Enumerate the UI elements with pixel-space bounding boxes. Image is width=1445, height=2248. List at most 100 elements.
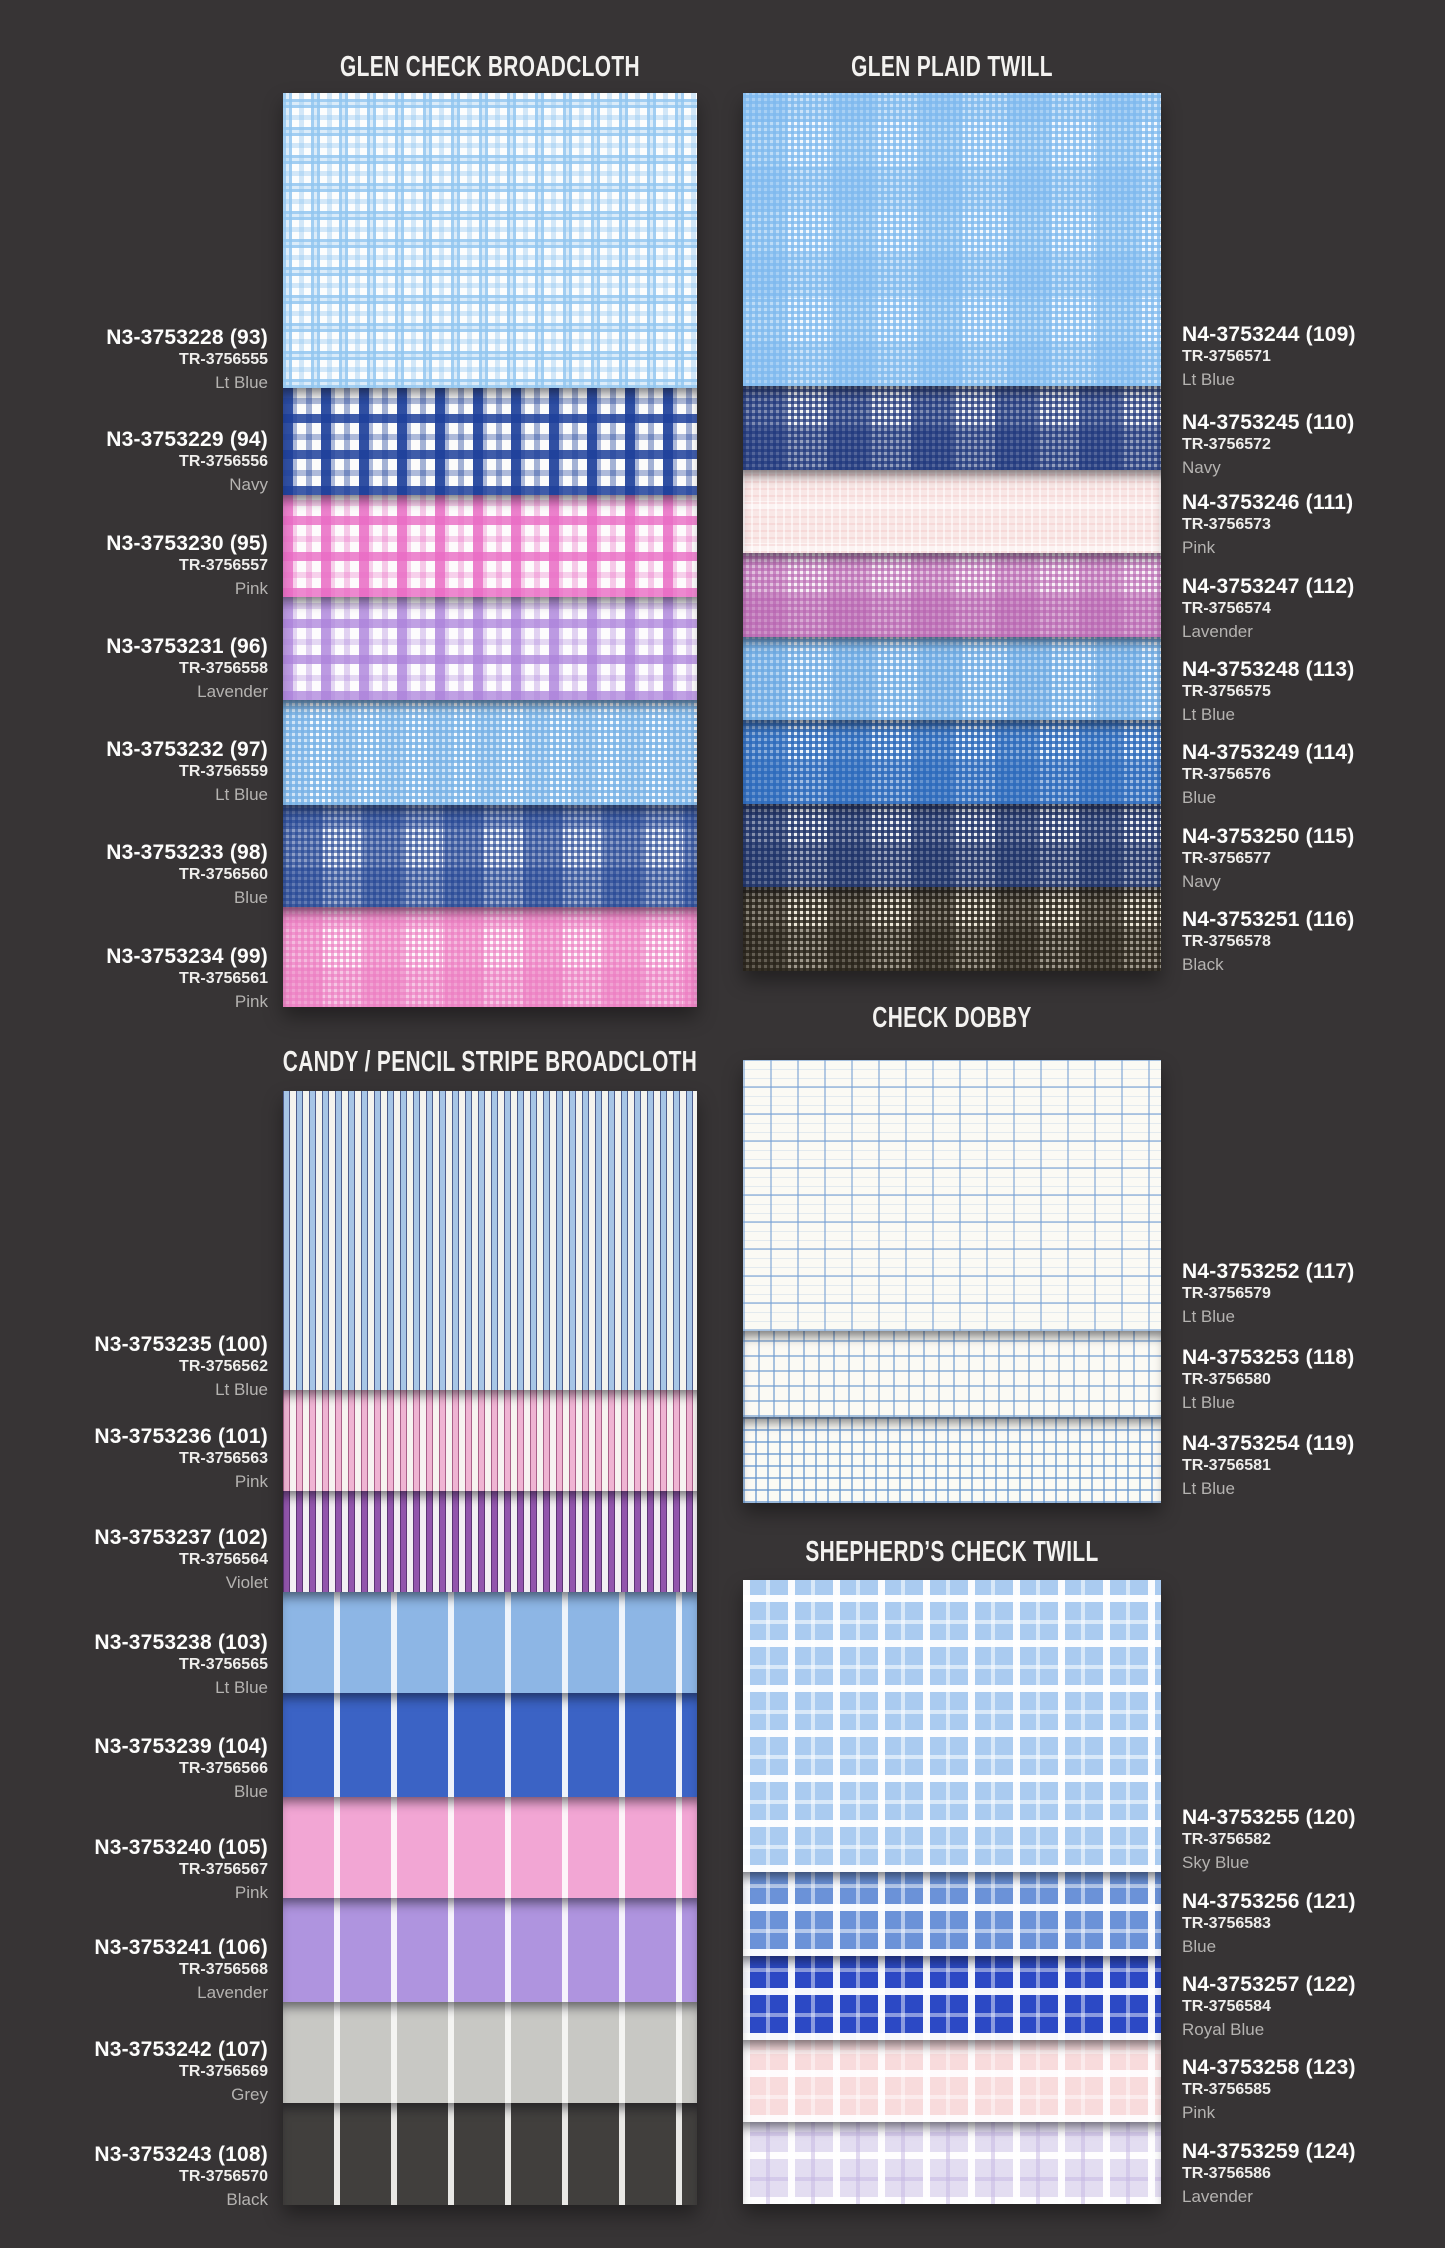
- swatch-label-95: N3-3753230 (95) TR-3756557 Pink: [0, 532, 268, 599]
- color-name: Grey: [231, 2085, 268, 2104]
- tr-number: TR-3756558: [179, 660, 268, 677]
- tr-number: TR-3756578: [1182, 933, 1271, 950]
- color-name: Lt Blue: [215, 785, 268, 804]
- color-name: Lavender: [1182, 622, 1253, 641]
- tr-number: TR-3756563: [179, 1450, 268, 1467]
- fabric-swatch-114: [743, 720, 1161, 804]
- section-title-glen-check-broadcloth: GLEN CHECK BROADCLOTH: [340, 51, 640, 83]
- swatch-label-98: N3-3753233 (98) TR-3756560 Blue: [0, 841, 268, 908]
- tr-number: TR-3756572: [1182, 436, 1271, 453]
- fabric-swatch-122: [743, 1956, 1161, 2040]
- swatch-stack-candy-stripe: [283, 1091, 697, 2205]
- swatch-label-123: N4-3753258 (123) TR-3756585 Pink: [1182, 2056, 1445, 2123]
- fabric-swatch-115: [743, 804, 1161, 887]
- tr-number: TR-3756555: [179, 351, 268, 368]
- swatch-label-114: N4-3753249 (114) TR-3756576 Blue: [1182, 741, 1445, 808]
- item-number: N3-3753243 (108): [94, 2143, 268, 2166]
- color-name: Lavender: [1182, 2187, 1253, 2206]
- swatch-label-110: N4-3753245 (110) TR-3756572 Navy: [1182, 411, 1445, 478]
- fabric-swatch-103: [283, 1592, 697, 1693]
- color-name: Lt Blue: [215, 373, 268, 392]
- fabric-swatch-124: [743, 2122, 1161, 2204]
- color-name: Lt Blue: [215, 1380, 268, 1399]
- fabric-swatch-93: [283, 93, 697, 388]
- fabric-swatch-101: [283, 1390, 697, 1491]
- swatch-label-107: N3-3753242 (107) TR-3756569 Grey: [0, 2038, 268, 2105]
- item-number: N3-3753234 (99): [106, 945, 268, 968]
- color-name: Lt Blue: [1182, 370, 1235, 389]
- tr-number: TR-3756582: [1182, 1831, 1271, 1848]
- fabric-swatch-123: [743, 2040, 1161, 2122]
- item-number: N4-3753247 (112): [1182, 575, 1355, 598]
- tr-number: TR-3756583: [1182, 1915, 1271, 1932]
- swatch-label-94: N3-3753229 (94) TR-3756556 Navy: [0, 428, 268, 495]
- swatch-label-117: N4-3753252 (117) TR-3756579 Lt Blue: [1182, 1260, 1445, 1327]
- swatch-label-124: N4-3753259 (124) TR-3756586 Lavender: [1182, 2140, 1445, 2207]
- tr-number: TR-3756577: [1182, 850, 1271, 867]
- color-name: Navy: [229, 475, 268, 494]
- fabric-swatch-99: [283, 907, 697, 1007]
- swatch-label-116: N4-3753251 (116) TR-3756578 Black: [1182, 908, 1445, 975]
- tr-number: TR-3756584: [1182, 1998, 1271, 2015]
- color-name: Navy: [1182, 872, 1221, 891]
- item-number: N3-3753238 (103): [94, 1631, 268, 1654]
- fabric-swatch-110: [743, 386, 1161, 470]
- swatch-label-93: N3-3753228 (93) TR-3756555 Lt Blue: [0, 326, 268, 393]
- tr-number: TR-3756560: [179, 866, 268, 883]
- color-name: Lt Blue: [1182, 1393, 1235, 1412]
- tr-number: TR-3756586: [1182, 2165, 1271, 2182]
- item-number: N4-3753256 (121): [1182, 1890, 1356, 1913]
- color-name: Lavender: [197, 682, 268, 701]
- tr-number: TR-3756571: [1182, 348, 1271, 365]
- item-number: N4-3753244 (109): [1182, 323, 1356, 346]
- swatch-stack-shepherds-check: [743, 1580, 1161, 2204]
- tr-number: TR-3756570: [179, 2168, 268, 2185]
- swatch-label-113: N4-3753248 (113) TR-3756575 Lt Blue: [1182, 658, 1445, 725]
- color-name: Violet: [225, 1573, 268, 1592]
- tr-number: TR-3756585: [1182, 2081, 1271, 2098]
- color-name: Royal Blue: [1182, 2020, 1265, 2039]
- item-number: N3-3753232 (97): [106, 738, 268, 761]
- tr-number: TR-3756564: [179, 1551, 268, 1568]
- color-name: Blue: [233, 1782, 268, 1801]
- tr-number: TR-3756566: [179, 1760, 268, 1777]
- color-name: Lt Blue: [215, 1678, 268, 1697]
- swatch-label-108: N3-3753243 (108) TR-3756570 Black: [0, 2143, 268, 2210]
- swatch-label-109: N4-3753244 (109) TR-3756571 Lt Blue: [1182, 323, 1445, 390]
- tr-number: TR-3756559: [179, 763, 268, 780]
- color-name: Pink: [234, 1883, 268, 1902]
- fabric-swatch-107: [283, 2002, 697, 2103]
- swatch-label-119: N4-3753254 (119) TR-3756581 Lt Blue: [1182, 1432, 1445, 1499]
- swatch-label-121: N4-3753256 (121) TR-3756583 Blue: [1182, 1890, 1445, 1957]
- swatch-stack-glen-plaid: [743, 93, 1161, 971]
- fabric-swatch-117: [743, 1060, 1161, 1331]
- tr-number: TR-3756576: [1182, 766, 1271, 783]
- fabric-swatch-119: [743, 1417, 1161, 1503]
- color-name: Lt Blue: [1182, 1479, 1235, 1498]
- tr-number: TR-3756556: [179, 453, 268, 470]
- swatch-label-102: N3-3753237 (102) TR-3756564 Violet: [0, 1526, 268, 1593]
- swatch-label-96: N3-3753231 (96) TR-3756558 Lavender: [0, 635, 268, 702]
- item-number: N4-3753246 (111): [1182, 491, 1354, 514]
- color-name: Pink: [234, 992, 268, 1011]
- fabric-swatch-121: [743, 1872, 1161, 1956]
- color-name: Black: [1182, 955, 1224, 974]
- color-name: Blue: [1182, 788, 1217, 807]
- color-name: Blue: [1182, 1937, 1217, 1956]
- item-number: N3-3753237 (102): [94, 1526, 268, 1549]
- item-number: N3-3753231 (96): [106, 635, 268, 658]
- tr-number: TR-3756569: [179, 2063, 268, 2080]
- tr-number: TR-3756575: [1182, 683, 1271, 700]
- item-number: N4-3753259 (124): [1182, 2140, 1356, 2163]
- fabric-swatch-104: [283, 1693, 697, 1797]
- item-number: N3-3753241 (106): [94, 1936, 268, 1959]
- item-number: N4-3753251 (116): [1182, 908, 1355, 931]
- fabric-swatch-95: [283, 495, 697, 597]
- item-number: N4-3753257 (122): [1182, 1973, 1356, 1996]
- item-number: N3-3753228 (93): [106, 326, 268, 349]
- swatch-label-112: N4-3753247 (112) TR-3756574 Lavender: [1182, 575, 1445, 642]
- fabric-swatch-116: [743, 887, 1161, 971]
- item-number: N3-3753240 (105): [94, 1836, 268, 1859]
- fabric-swatch-100: [283, 1091, 697, 1390]
- swatch-label-106: N3-3753241 (106) TR-3756568 Lavender: [0, 1936, 268, 2003]
